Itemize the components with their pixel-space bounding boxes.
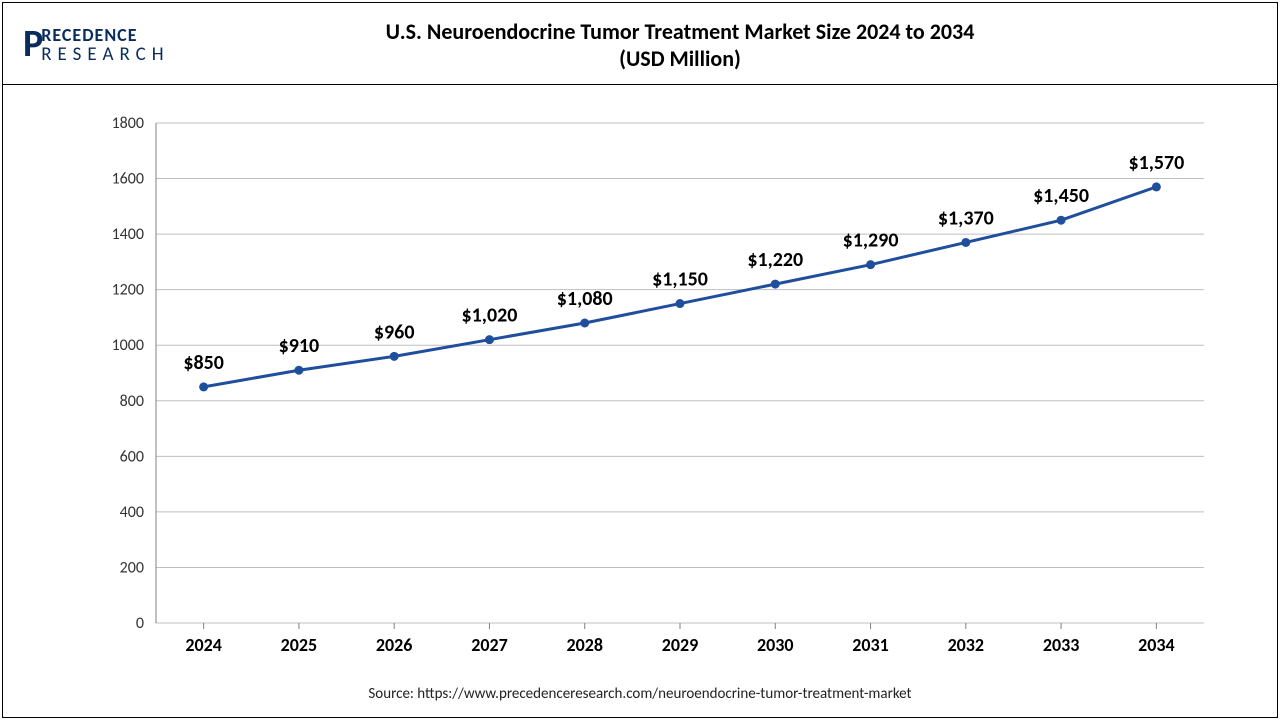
x-tick-label: 2032 (948, 634, 985, 656)
logo-text-top: RECEDENCE (41, 26, 169, 44)
x-tick-label: 2034 (1138, 634, 1175, 656)
y-tick-label: 1600 (112, 170, 144, 189)
logo-text-bottom: RESEARCH (41, 45, 169, 64)
line-chart-svg: 0 200 400 600 800 1000 1200 1400 1600 1800 2024 202… (58, 111, 1224, 663)
x-tick-label: 2033 (1043, 634, 1080, 656)
x-tick-label: 2024 (185, 634, 222, 656)
chart-plot-area: 0 200 400 600 800 1000 1200 1400 1600 1800 2024 202… (58, 111, 1222, 659)
y-tick-label: 1800 (112, 114, 144, 133)
value-label: $1,020 (462, 304, 518, 328)
y-tick-label: 600 (120, 447, 144, 466)
data-marker (294, 366, 303, 375)
data-marker (866, 260, 875, 269)
x-tick-label: 2025 (281, 634, 318, 656)
value-label: $1,080 (557, 287, 613, 311)
chart-header: P RECEDENCE RESEARCH U.S. Neuroendocrine… (3, 3, 1277, 85)
chart-title-line1: U.S. Neuroendocrine Tumor Treatment Mark… (223, 18, 1137, 45)
value-label: $1,570 (1128, 151, 1184, 175)
y-tick-label: 0 (136, 614, 144, 633)
x-tick-label: 2028 (566, 634, 603, 656)
chart-source: Source: https://www.precedenceresearch.c… (3, 685, 1277, 703)
chart-title-line2: (USD Million) (223, 45, 1137, 72)
data-marker (771, 280, 780, 289)
title-block: U.S. Neuroendocrine Tumor Treatment Mark… (223, 18, 1257, 72)
data-marker (580, 319, 589, 328)
x-tick-label: 2026 (376, 634, 413, 656)
data-marker (390, 352, 399, 361)
y-tick-label: 200 (120, 558, 144, 577)
value-label: $1,220 (747, 248, 803, 272)
value-label: $1,150 (652, 268, 708, 292)
y-tick-label: 800 (120, 392, 144, 411)
y-tick-label: 1000 (112, 336, 144, 355)
y-tick-label: 400 (120, 503, 144, 522)
x-tick-label: 2029 (662, 634, 699, 656)
data-marker (1152, 182, 1161, 191)
value-label: $850 (183, 351, 224, 375)
value-label: $960 (374, 320, 415, 344)
data-marker (485, 335, 494, 344)
value-label: $1,290 (843, 229, 899, 253)
value-label: $1,370 (938, 206, 994, 230)
y-tick-label: 1400 (112, 225, 144, 244)
data-marker (676, 299, 685, 308)
data-marker (961, 238, 970, 247)
y-tick-label: 1200 (112, 281, 144, 300)
data-marker (1057, 216, 1066, 225)
value-label: $910 (279, 334, 320, 358)
logo-mark-icon: P (23, 29, 43, 59)
chart-frame: P RECEDENCE RESEARCH U.S. Neuroendocrine… (2, 2, 1278, 718)
data-marker (199, 382, 208, 391)
value-label: $1,450 (1033, 184, 1089, 208)
brand-logo: P RECEDENCE RESEARCH (23, 26, 223, 64)
x-tick-label: 2031 (852, 634, 889, 656)
x-tick-label: 2027 (471, 634, 508, 656)
x-tick-label: 2030 (757, 634, 794, 656)
